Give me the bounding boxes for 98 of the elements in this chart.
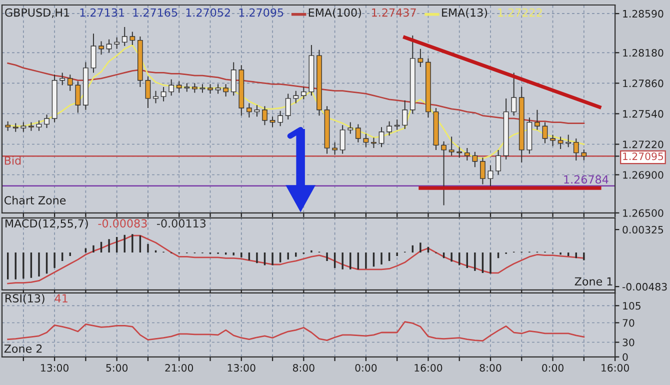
candlestick bbox=[153, 90, 158, 104]
candlestick bbox=[386, 120, 392, 136]
candlestick bbox=[160, 86, 166, 102]
candlestick bbox=[67, 74, 73, 92]
y-tick-label: 1.27540 bbox=[623, 110, 664, 118]
annotation: -0.00083 bbox=[98, 219, 147, 228]
candlestick bbox=[456, 146, 462, 158]
x-tick-label: 5:00 bbox=[106, 364, 128, 372]
candlestick bbox=[418, 48, 424, 68]
candlestick bbox=[20, 122, 26, 132]
x-tick-label: 8:00 bbox=[480, 364, 502, 372]
x-tick-label: 16:00 bbox=[602, 364, 629, 372]
x-tick-label: 21:00 bbox=[165, 364, 194, 372]
y-tick-label: 1.28180 bbox=[623, 49, 664, 57]
y-tick-label: 1.27220 bbox=[623, 140, 664, 148]
chart-title: GBPUSD,H1 bbox=[5, 8, 70, 18]
x-tick-label: 13:00 bbox=[41, 364, 68, 372]
candlestick bbox=[371, 137, 376, 149]
candlestick bbox=[114, 36, 120, 50]
candlestick bbox=[441, 140, 446, 206]
candlestick bbox=[378, 126, 384, 148]
ref-line-label: Bid bbox=[4, 156, 21, 165]
annotation: 41 bbox=[54, 294, 68, 302]
candlestick bbox=[75, 80, 81, 114]
x-tick-label: 8:00 bbox=[292, 364, 314, 372]
x-tick-label: 16:00 bbox=[414, 364, 442, 372]
candlestick bbox=[270, 116, 276, 128]
y-tick-label: 1.26500 bbox=[623, 209, 664, 217]
x-tick-label: 0:00 bbox=[355, 364, 377, 372]
y-tick-label: 70 bbox=[622, 319, 634, 327]
y-tick-label: 0 bbox=[622, 353, 628, 361]
candlestick bbox=[90, 33, 96, 74]
candlestick bbox=[496, 149, 501, 176]
legend-label: EMA(100) bbox=[308, 8, 361, 18]
annotation: 1.27222 bbox=[498, 8, 542, 17]
candlestick bbox=[278, 110, 283, 127]
candlestick bbox=[332, 142, 338, 156]
x-tick-label: 0:00 bbox=[542, 364, 564, 372]
annotation: Zone 1 bbox=[574, 277, 612, 286]
candlestick bbox=[511, 72, 517, 116]
candlestick bbox=[402, 100, 408, 130]
y-tick-label: -0.00483 bbox=[622, 282, 667, 291]
candlestick bbox=[60, 72, 66, 86]
y-tick-label: 1.26900 bbox=[623, 171, 664, 179]
annotation: Zone 2 bbox=[4, 344, 42, 353]
candlestick bbox=[230, 62, 236, 96]
candlestick bbox=[566, 134, 572, 148]
legend-label: EMA(13) bbox=[442, 8, 488, 18]
candlestick bbox=[581, 149, 587, 161]
candlestick bbox=[464, 148, 470, 161]
candlestick bbox=[285, 93, 291, 120]
candlestick bbox=[122, 26, 128, 46]
candlestick bbox=[558, 136, 564, 150]
candlestick bbox=[44, 114, 50, 129]
ref-line-label: 1.26784 bbox=[564, 175, 608, 184]
candlestick bbox=[480, 157, 486, 185]
candlestick bbox=[448, 136, 454, 156]
candlestick bbox=[542, 122, 548, 144]
candlestick bbox=[472, 151, 478, 168]
candlestick bbox=[98, 40, 104, 56]
annotation: -0.00113 bbox=[157, 219, 206, 228]
candlestick bbox=[293, 90, 299, 104]
chart-title: MACD(12,55,7) bbox=[6, 219, 88, 229]
candlestick bbox=[262, 106, 268, 126]
candlestick bbox=[176, 80, 182, 94]
annotation: 1.27437 bbox=[372, 8, 416, 17]
candlestick bbox=[300, 86, 306, 100]
y-tick-label: 30 bbox=[622, 338, 634, 346]
annotation: Chart Zone bbox=[4, 196, 66, 205]
y-tick-label: 105 bbox=[623, 302, 640, 310]
y-tick-label: 0.00325 bbox=[622, 226, 664, 234]
candlestick bbox=[534, 109, 540, 130]
candlestick bbox=[215, 84, 221, 94]
candlestick bbox=[394, 118, 400, 130]
candlestick bbox=[348, 122, 354, 134]
candlestick bbox=[168, 78, 174, 96]
candlestick bbox=[550, 134, 556, 147]
candlestick bbox=[254, 104, 260, 118]
x-tick-label: 13:00 bbox=[228, 364, 256, 372]
y-tick-label: 1.27860 bbox=[623, 80, 664, 88]
y-tick-label: 1.27095 bbox=[623, 152, 664, 160]
candlestick bbox=[192, 82, 198, 94]
y-tick-label: 1.28590 bbox=[623, 10, 664, 18]
candlestick bbox=[246, 102, 252, 118]
candlestick bbox=[223, 84, 229, 98]
candlestick bbox=[573, 138, 579, 161]
chart-title: RSI(13) bbox=[6, 294, 44, 304]
candlestick bbox=[5, 120, 11, 132]
candlestick bbox=[145, 76, 151, 108]
candlestick bbox=[130, 31, 136, 46]
candlestick bbox=[340, 124, 346, 154]
candlestick bbox=[355, 124, 361, 143]
line-series bbox=[7, 321, 585, 342]
candlestick bbox=[208, 84, 213, 94]
candlestick bbox=[488, 164, 494, 187]
candlestick bbox=[36, 120, 42, 132]
candlestick bbox=[363, 133, 369, 148]
annotation: 1.27131 1.27165 1.27052 1.27095 bbox=[80, 8, 284, 17]
